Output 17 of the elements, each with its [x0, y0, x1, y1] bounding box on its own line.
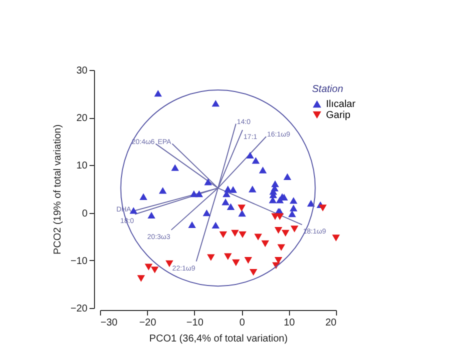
y-tick-label: 20 — [76, 113, 88, 124]
y-tick-label: −20 — [70, 304, 88, 314]
y-tick-label: 10 — [76, 160, 88, 172]
y-tick-label: 0 — [82, 208, 88, 220]
y-tick-label: −10 — [70, 256, 88, 267]
x-tick-label: −30 — [100, 318, 118, 328]
x-axis-title: PCO1 (36,4% of total variation) — [149, 334, 288, 344]
y-axis-title: PCO2 (19% of total variation) — [52, 124, 64, 255]
x-tick-label: 0 — [239, 318, 246, 328]
x-tick-label: −10 — [186, 318, 204, 328]
legend-title: Station — [312, 84, 344, 95]
x-tick-label: −20 — [139, 318, 157, 328]
x-tick-label: 20 — [325, 318, 337, 328]
legend-label: Garip — [326, 110, 351, 121]
x-tick-label: 10 — [284, 318, 296, 328]
legend-label: Ilıcalar — [326, 99, 356, 110]
y-tick-label: 30 — [76, 66, 88, 76]
